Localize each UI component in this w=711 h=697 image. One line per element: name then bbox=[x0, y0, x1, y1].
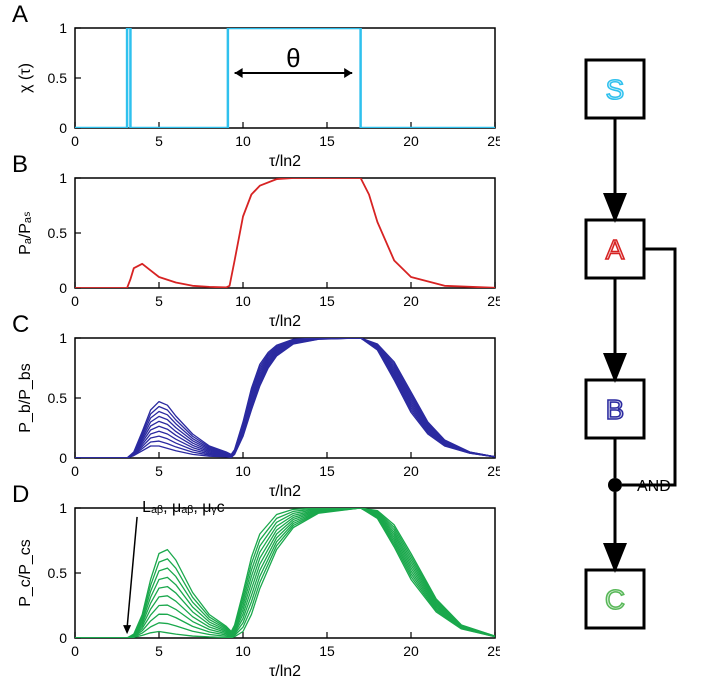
svg-text:τ/ln2: τ/ln2 bbox=[269, 663, 301, 680]
svg-text:10: 10 bbox=[235, 133, 251, 149]
svg-text:Pₐ/Pₐₛ: Pₐ/Pₐₛ bbox=[17, 211, 34, 255]
svg-text:15: 15 bbox=[319, 643, 335, 659]
figure-container: 0510152025τ/ln200.51χ (τ)Aθ0510152025τ/l… bbox=[0, 0, 711, 692]
svg-text:C: C bbox=[12, 311, 29, 338]
svg-text:0: 0 bbox=[59, 120, 67, 136]
svg-text:τ/ln2: τ/ln2 bbox=[269, 313, 301, 330]
svg-text:20: 20 bbox=[403, 643, 419, 659]
svg-text:1: 1 bbox=[59, 20, 67, 36]
svg-text:θ: θ bbox=[286, 43, 300, 73]
svg-text:5: 5 bbox=[155, 643, 163, 659]
svg-text:20: 20 bbox=[403, 463, 419, 479]
svg-text:B: B bbox=[606, 394, 625, 425]
svg-text:D: D bbox=[12, 481, 29, 508]
svg-text:10: 10 bbox=[235, 643, 251, 659]
svg-text:25: 25 bbox=[487, 643, 500, 659]
svg-text:τ/ln2: τ/ln2 bbox=[269, 483, 301, 500]
svg-text:C: C bbox=[605, 584, 625, 615]
charts-svg: 0510152025τ/ln200.51χ (τ)Aθ0510152025τ/l… bbox=[0, 0, 500, 692]
svg-text:5: 5 bbox=[155, 463, 163, 479]
svg-text:10: 10 bbox=[235, 463, 251, 479]
svg-text:20: 20 bbox=[403, 293, 419, 309]
svg-text:χ (τ): χ (τ) bbox=[17, 63, 34, 93]
svg-text:15: 15 bbox=[319, 463, 335, 479]
svg-text:0.5: 0.5 bbox=[48, 70, 68, 86]
svg-text:0: 0 bbox=[59, 280, 67, 296]
svg-text:5: 5 bbox=[155, 133, 163, 149]
svg-text:Lₐᵦ, μₐᵦ, μᵧc: Lₐᵦ, μₐᵦ, μᵧc bbox=[142, 499, 225, 516]
svg-text:15: 15 bbox=[319, 133, 335, 149]
svg-text:A: A bbox=[12, 1, 28, 28]
svg-text:0.5: 0.5 bbox=[48, 225, 68, 241]
diagram-region: SSAABBCCAND bbox=[540, 40, 690, 640]
svg-text:P_c/P_cs: P_c/P_cs bbox=[17, 539, 34, 607]
svg-text:0: 0 bbox=[59, 450, 67, 466]
svg-text:P_b/P_bs: P_b/P_bs bbox=[17, 363, 34, 432]
svg-text:0.5: 0.5 bbox=[48, 390, 68, 406]
charts-column: 0510152025τ/ln200.51χ (τ)Aθ0510152025τ/l… bbox=[0, 0, 500, 692]
svg-text:0: 0 bbox=[71, 643, 79, 659]
svg-text:0: 0 bbox=[59, 630, 67, 646]
svg-text:A: A bbox=[606, 234, 625, 265]
svg-text:S: S bbox=[606, 74, 625, 105]
svg-text:1: 1 bbox=[59, 170, 67, 186]
svg-text:τ/ln2: τ/ln2 bbox=[269, 153, 301, 170]
svg-text:5: 5 bbox=[155, 293, 163, 309]
svg-text:0: 0 bbox=[71, 463, 79, 479]
svg-text:0.5: 0.5 bbox=[48, 565, 68, 581]
svg-text:25: 25 bbox=[487, 133, 500, 149]
svg-text:0: 0 bbox=[71, 133, 79, 149]
svg-text:25: 25 bbox=[487, 463, 500, 479]
svg-text:B: B bbox=[12, 151, 28, 178]
svg-text:25: 25 bbox=[487, 293, 500, 309]
svg-text:1: 1 bbox=[59, 500, 67, 516]
svg-text:1: 1 bbox=[59, 330, 67, 346]
diagram-svg: SSAABBCCAND bbox=[540, 40, 690, 640]
svg-text:10: 10 bbox=[235, 293, 251, 309]
svg-text:0: 0 bbox=[71, 293, 79, 309]
svg-text:20: 20 bbox=[403, 133, 419, 149]
svg-text:15: 15 bbox=[319, 293, 335, 309]
